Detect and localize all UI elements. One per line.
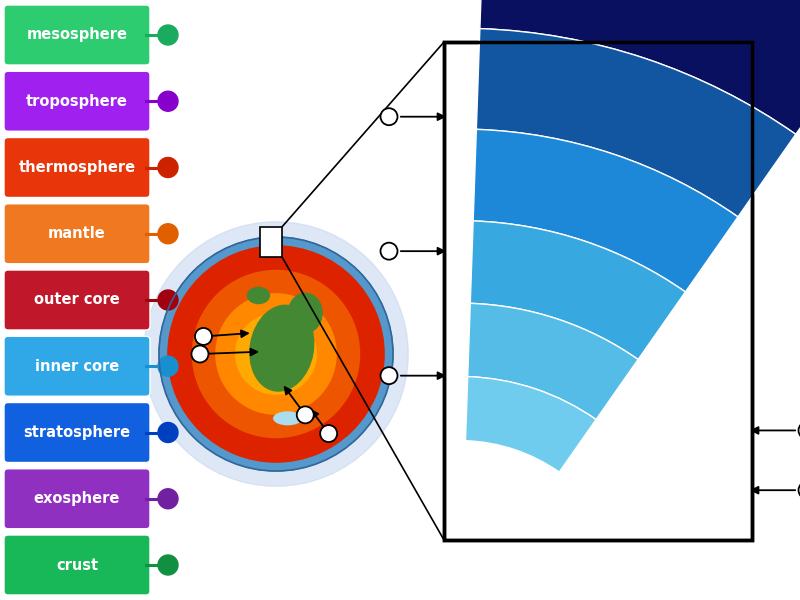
Circle shape	[159, 237, 393, 471]
Text: stratosphere: stratosphere	[23, 425, 130, 440]
Wedge shape	[215, 293, 337, 415]
FancyBboxPatch shape	[4, 270, 150, 330]
FancyBboxPatch shape	[4, 204, 150, 264]
Wedge shape	[235, 313, 317, 395]
Ellipse shape	[250, 305, 314, 392]
Circle shape	[297, 406, 314, 424]
Circle shape	[158, 555, 178, 575]
Bar	[444, 42, 752, 540]
Circle shape	[158, 356, 178, 376]
Circle shape	[195, 328, 212, 345]
Circle shape	[158, 25, 178, 45]
Circle shape	[158, 224, 178, 244]
FancyBboxPatch shape	[4, 403, 150, 463]
Circle shape	[158, 422, 178, 443]
Circle shape	[158, 290, 178, 310]
Wedge shape	[476, 29, 796, 217]
Circle shape	[261, 339, 291, 369]
Circle shape	[268, 346, 284, 362]
Wedge shape	[470, 221, 686, 359]
Text: crust: crust	[56, 557, 98, 572]
Wedge shape	[473, 130, 738, 292]
FancyBboxPatch shape	[4, 469, 150, 529]
Wedge shape	[466, 377, 596, 472]
Circle shape	[144, 222, 408, 486]
Ellipse shape	[288, 293, 323, 334]
Text: thermosphere: thermosphere	[18, 160, 135, 175]
Wedge shape	[480, 0, 800, 134]
FancyBboxPatch shape	[4, 137, 150, 197]
FancyBboxPatch shape	[4, 71, 150, 131]
Ellipse shape	[246, 287, 270, 304]
Bar	[444, 42, 752, 540]
Circle shape	[798, 482, 800, 499]
Ellipse shape	[273, 412, 302, 425]
Wedge shape	[468, 304, 638, 419]
Circle shape	[320, 425, 337, 442]
Bar	[260, 227, 282, 257]
FancyBboxPatch shape	[4, 535, 150, 595]
Circle shape	[158, 91, 178, 111]
Text: exosphere: exosphere	[34, 491, 120, 506]
Circle shape	[381, 367, 398, 384]
Text: troposphere: troposphere	[26, 94, 128, 109]
Circle shape	[381, 108, 398, 125]
FancyBboxPatch shape	[4, 336, 150, 396]
Circle shape	[158, 157, 178, 178]
Bar	[444, 42, 752, 540]
Text: inner core: inner core	[35, 359, 119, 374]
Circle shape	[158, 489, 178, 509]
Circle shape	[191, 346, 209, 362]
Circle shape	[381, 242, 398, 260]
Wedge shape	[167, 245, 385, 463]
Text: mesosphere: mesosphere	[26, 28, 127, 43]
Text: outer core: outer core	[34, 292, 120, 307]
Circle shape	[798, 422, 800, 439]
Text: mantle: mantle	[48, 226, 106, 241]
FancyBboxPatch shape	[4, 5, 150, 65]
Circle shape	[250, 328, 302, 380]
Wedge shape	[192, 270, 360, 438]
